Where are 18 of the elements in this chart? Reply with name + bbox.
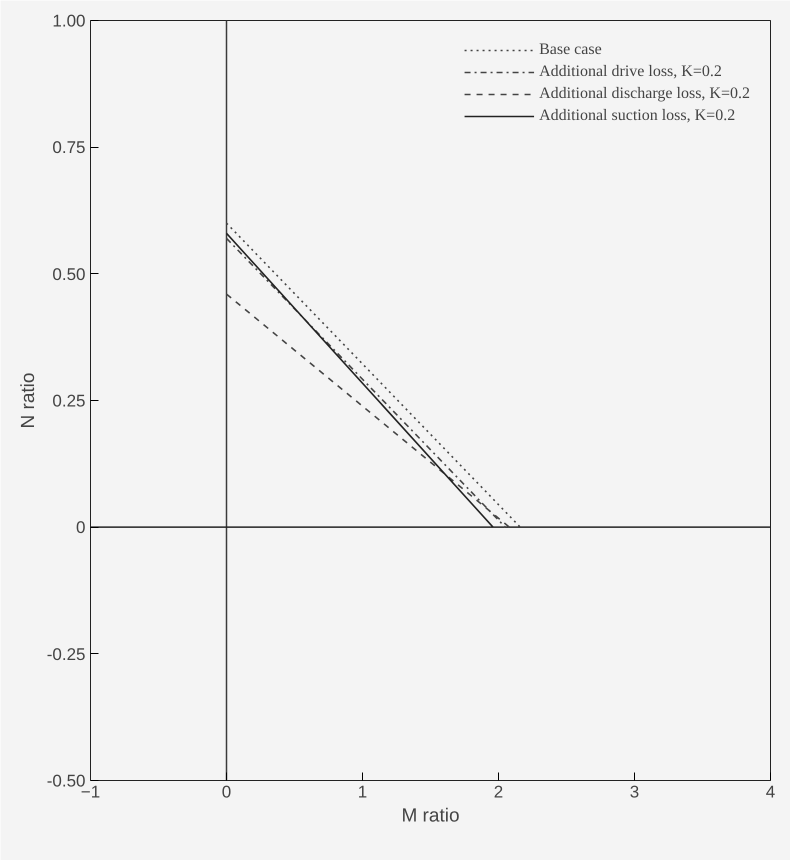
y-tick-label: -0.50 bbox=[46, 772, 86, 790]
x-axis-title: M ratio bbox=[401, 806, 460, 826]
legend-label: Additional suction loss, K=0.2 bbox=[539, 107, 736, 125]
y-tick-label: 0.50 bbox=[52, 264, 86, 284]
x-tick-label: 0 bbox=[222, 782, 232, 802]
legend-label: Additional drive loss, K=0.2 bbox=[539, 63, 722, 81]
y-tick-label: 1.00 bbox=[52, 12, 86, 30]
y-tick-label: -0.25 bbox=[46, 644, 86, 664]
x-tick-label: 1 bbox=[358, 782, 368, 802]
y-tick-label: 0 bbox=[76, 518, 86, 538]
legend-label: Additional discharge loss, K=0.2 bbox=[539, 85, 750, 103]
y-axis-title: N ratio bbox=[18, 372, 39, 428]
x-tick-label: 2 bbox=[494, 782, 504, 802]
x-tick-label: 3 bbox=[630, 782, 640, 802]
y-tick-label: 0.25 bbox=[52, 392, 86, 410]
y-tick-label: 0.75 bbox=[52, 138, 86, 158]
legend-label: Base case bbox=[539, 41, 602, 59]
x-tick-label: 4 bbox=[766, 782, 776, 802]
